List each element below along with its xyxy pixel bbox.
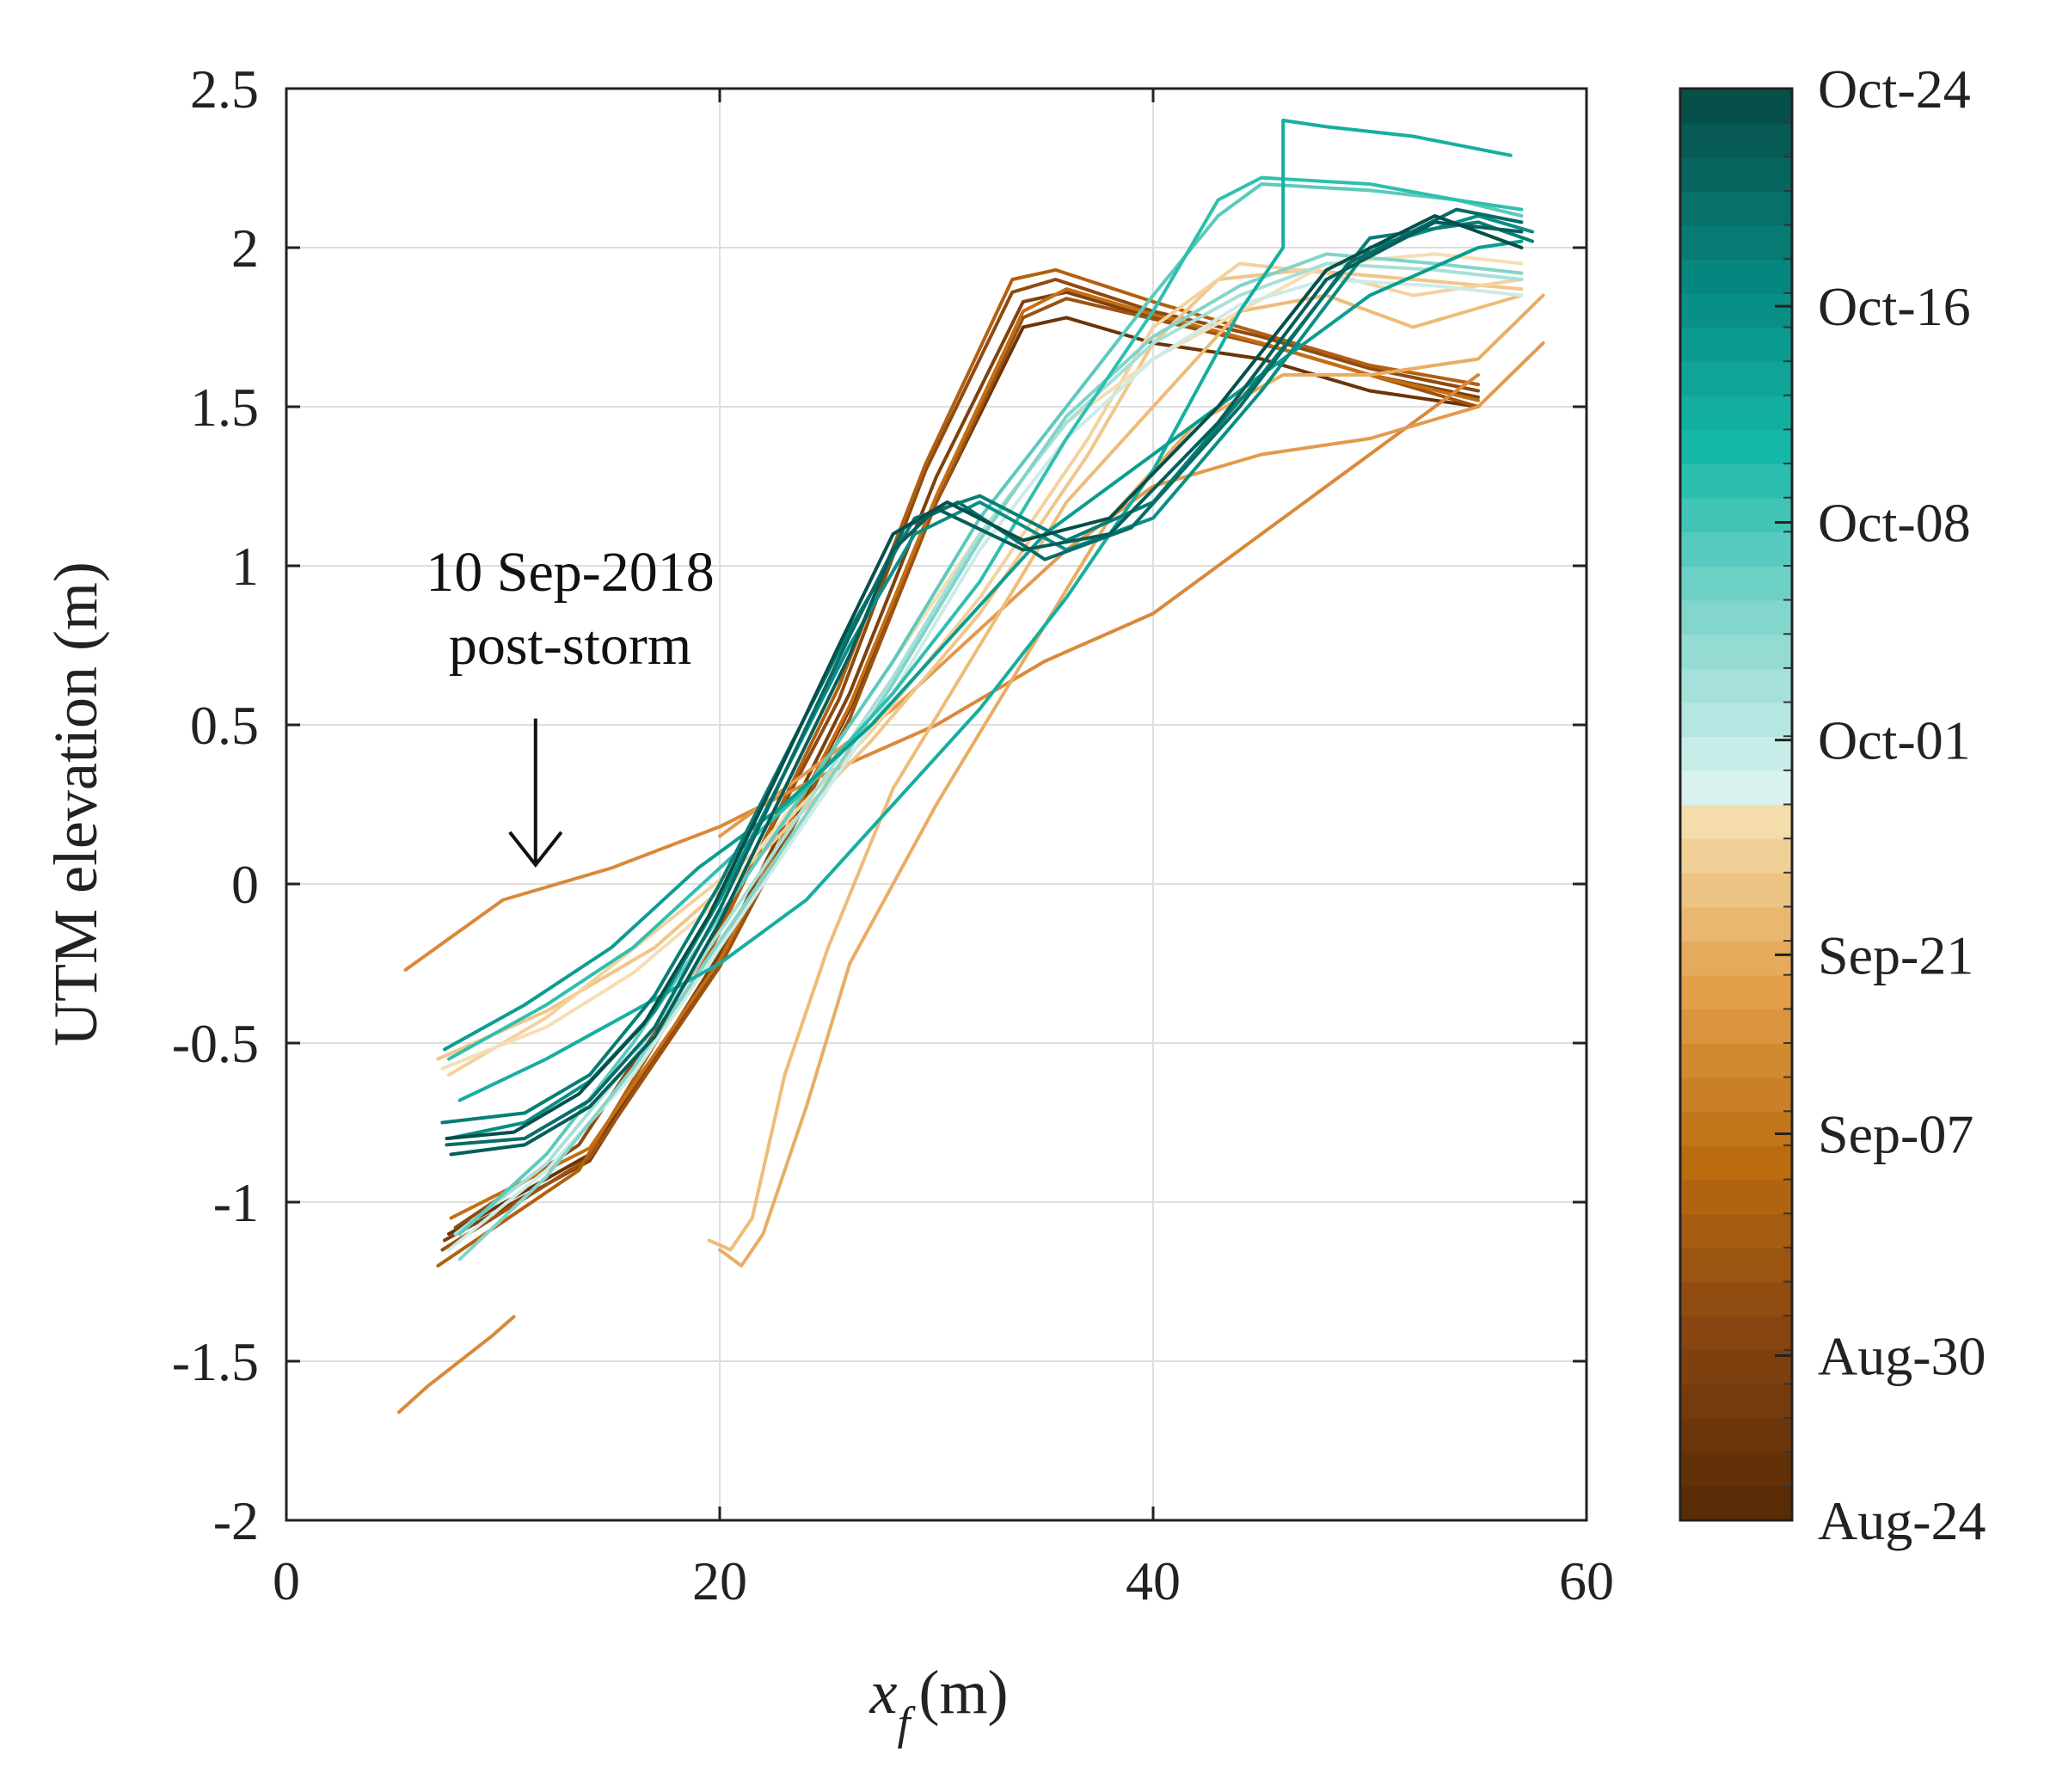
colorbar-band-18 bbox=[1680, 872, 1792, 908]
colorbar-band-17 bbox=[1680, 906, 1792, 942]
colorbar-band-40 bbox=[1680, 122, 1792, 158]
colorbar-label-6: Oct-16 bbox=[1818, 276, 1971, 337]
series-line-oct-08 bbox=[457, 182, 1524, 1236]
colorbar-band-36 bbox=[1680, 259, 1792, 294]
x-tick-label-3: 60 bbox=[1559, 1550, 1614, 1611]
series-line-sep-05 bbox=[449, 287, 1480, 1220]
colorbar-band-26 bbox=[1680, 599, 1792, 635]
colorbar-band-24 bbox=[1680, 667, 1792, 703]
colorbar-band-2 bbox=[1680, 1418, 1792, 1453]
colorbar-band-31 bbox=[1680, 429, 1792, 464]
colorbar-band-20 bbox=[1680, 804, 1792, 839]
colorbar-band-38 bbox=[1680, 190, 1792, 226]
colorbar-band-21 bbox=[1680, 770, 1792, 806]
y-tick-label-5: 0.5 bbox=[190, 695, 259, 756]
colorbar-band-1 bbox=[1680, 1451, 1792, 1488]
annotation-arrow bbox=[508, 718, 563, 868]
y-tick-label-7: 1.5 bbox=[190, 377, 259, 438]
colorbar-band-6 bbox=[1680, 1281, 1792, 1316]
colorbar-band-0 bbox=[1680, 1486, 1792, 1521]
y-tick-label-6: 1 bbox=[231, 536, 259, 597]
colorbar-band-33 bbox=[1680, 361, 1792, 396]
colorbar: Aug-24 Aug-30 Sep-07 Sep-21 Oct-01 Oct-08 Oct-… bbox=[1679, 58, 1986, 1551]
colorbar-band-37 bbox=[1680, 224, 1792, 261]
series-line-oct-14 bbox=[443, 239, 1524, 1052]
colorbar-band-5 bbox=[1680, 1316, 1792, 1351]
series-line-sep-14 bbox=[718, 293, 1545, 1267]
colorbar-band-28 bbox=[1680, 531, 1792, 567]
colorbar-band-30 bbox=[1680, 463, 1792, 499]
series-line-sep-10b bbox=[397, 1315, 516, 1415]
colorbar-band-32 bbox=[1680, 395, 1792, 431]
series-line-oct-22 bbox=[449, 220, 1524, 1157]
colorbar-label-0: Aug-24 bbox=[1818, 1490, 1986, 1551]
series-line-aug-24 bbox=[447, 316, 1480, 1236]
x-axis-title: xf (m) bbox=[869, 1658, 1009, 1749]
series-line-oct-24 bbox=[445, 214, 1524, 1140]
y-tick-label-3: -0.5 bbox=[172, 1013, 259, 1074]
series-layer bbox=[397, 119, 1545, 1415]
y-tick-label-4: 0 bbox=[231, 854, 259, 915]
x-tick-label-2: 40 bbox=[1126, 1550, 1181, 1611]
colorbar-band-29 bbox=[1680, 497, 1792, 533]
series-line-oct-05 bbox=[457, 252, 1524, 1261]
x-axis-title-var: x bbox=[869, 1658, 898, 1727]
colorbar-band-4 bbox=[1680, 1349, 1792, 1385]
colorbar-frame bbox=[1679, 87, 1794, 1522]
x-tick-label-0: 0 bbox=[273, 1550, 300, 1611]
tick-layer: 0 20 40 60 -2 -1.5 -1 -0.5 0 0.5 1 1.5 2 2.5 bbox=[172, 58, 1614, 1611]
y-axis-title: UTM elevation (m) bbox=[41, 562, 110, 1046]
y-tick-label-9: 2.5 bbox=[190, 58, 259, 120]
colorbar-band-7 bbox=[1680, 1247, 1792, 1283]
colorbar-band-41 bbox=[1680, 89, 1792, 124]
annotation-arrow-head bbox=[508, 831, 563, 868]
x-tick-label-1: 20 bbox=[692, 1550, 747, 1611]
series-line-sep-10 bbox=[403, 373, 1480, 972]
colorbar-band-25 bbox=[1680, 634, 1792, 669]
series-line-oct-12 bbox=[1281, 119, 1513, 157]
x-axis-title-sub: f bbox=[897, 1697, 916, 1749]
y-tick-label-0: -2 bbox=[213, 1490, 259, 1551]
axis-titles: UTM elevation (m) xf (m) bbox=[41, 562, 1008, 1749]
colorbar-label-1: Aug-30 bbox=[1818, 1326, 1986, 1387]
colorbar-band-35 bbox=[1680, 292, 1792, 328]
colorbar-band-14 bbox=[1680, 1009, 1792, 1044]
colorbar-label-2: Sep-07 bbox=[1818, 1103, 1973, 1164]
y-tick-label-8: 2 bbox=[231, 218, 259, 279]
colorbar-band-12 bbox=[1680, 1077, 1792, 1113]
plot-frame bbox=[285, 87, 1588, 1522]
annotation: 10 Sep-2018 post-storm bbox=[426, 541, 715, 868]
colorbar-band-8 bbox=[1680, 1213, 1792, 1249]
colorbar-band-3 bbox=[1680, 1384, 1792, 1419]
colorbar-band-16 bbox=[1680, 941, 1792, 976]
colorbar-band-10 bbox=[1680, 1145, 1792, 1181]
colorbar-label-5: Oct-08 bbox=[1818, 492, 1971, 553]
colorbar-band-13 bbox=[1680, 1043, 1792, 1078]
colorbar-label-4: Oct-01 bbox=[1818, 710, 1971, 771]
colorbar-band-34 bbox=[1680, 327, 1792, 362]
colorbar-band-15 bbox=[1680, 974, 1792, 1010]
colorbar-band-11 bbox=[1680, 1111, 1792, 1146]
annotation-line-1: 10 Sep-2018 bbox=[426, 541, 714, 604]
annotation-line-2: post-storm bbox=[449, 614, 691, 677]
colorbar-label-7: Oct-24 bbox=[1818, 58, 1971, 120]
y-tick-label-2: -1 bbox=[213, 1172, 259, 1233]
series-line-oct-10 bbox=[447, 175, 1524, 1061]
colorbar-band-23 bbox=[1680, 702, 1792, 738]
series-line-oct-12b bbox=[457, 119, 1286, 1102]
x-axis-title-unit: (m) bbox=[919, 1658, 1009, 1727]
colorbar-band-39 bbox=[1680, 156, 1792, 192]
colorbar-band-22 bbox=[1680, 736, 1792, 771]
colorbar-label-3: Sep-21 bbox=[1818, 924, 1973, 985]
colorbar-band-9 bbox=[1680, 1179, 1792, 1215]
y-tick-label-1: -1.5 bbox=[172, 1331, 259, 1392]
colorbar-band-19 bbox=[1680, 838, 1792, 874]
colorbar-band-27 bbox=[1680, 566, 1792, 601]
